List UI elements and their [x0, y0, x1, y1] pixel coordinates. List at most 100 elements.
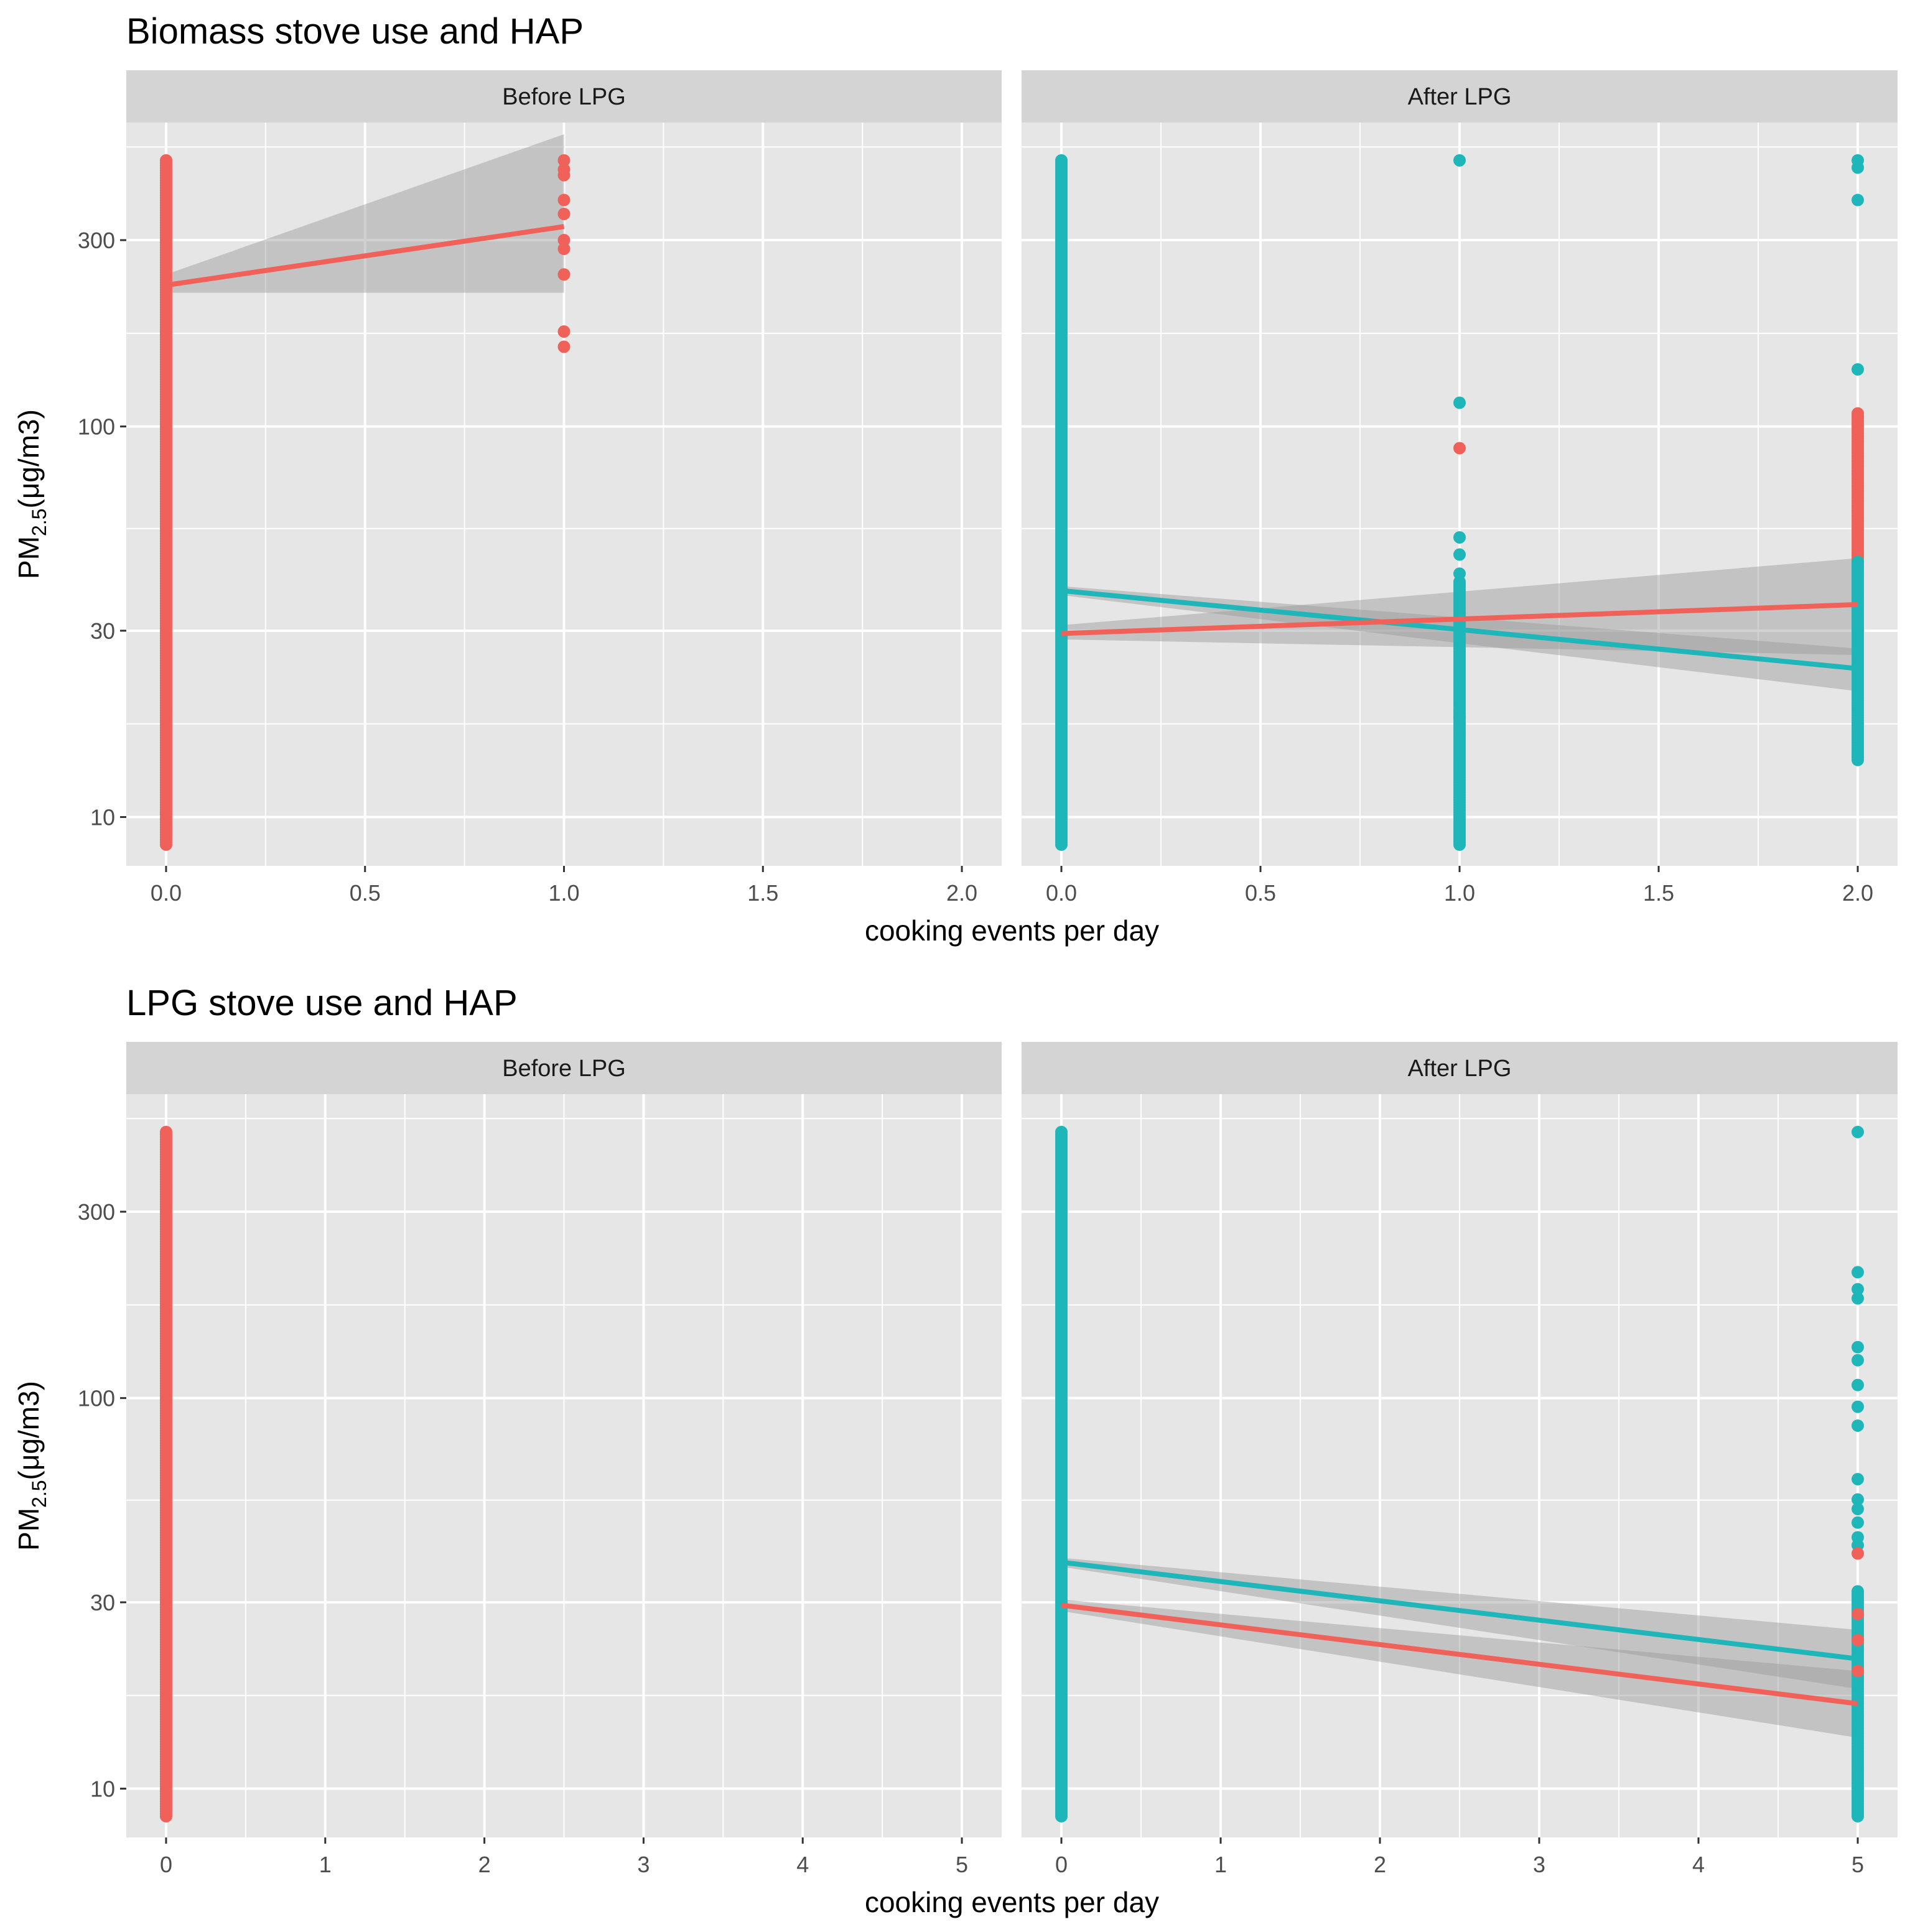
- y-axis-title-main: PM: [12, 1508, 45, 1551]
- data-point-teal: [1852, 555, 1864, 569]
- x-tick-label: 1: [1214, 1852, 1227, 1877]
- chart-title: Biomass stove use and HAP: [126, 11, 584, 52]
- data-point-teal: [1055, 154, 1068, 167]
- data-point-teal: [1852, 1472, 1864, 1485]
- y-tick-label: 100: [78, 414, 115, 440]
- data-point-red: [159, 154, 172, 167]
- x-axis-title: cooking events per day: [865, 914, 1159, 947]
- x-tick-label: 1: [319, 1852, 332, 1877]
- data-point-teal: [1453, 154, 1466, 167]
- data-point-teal: [1852, 1292, 1864, 1305]
- x-tick-label: 2: [478, 1852, 491, 1877]
- data-point-teal: [1852, 161, 1864, 174]
- x-tick-label: 1.0: [548, 880, 579, 906]
- data-point-teal: [1852, 1125, 1864, 1138]
- data-point-red: [557, 340, 571, 353]
- data-point-teal: [1453, 567, 1466, 580]
- facet-panel: Before LPG 0 1 2 3 4 5 10 30 100 300: [78, 1042, 1002, 1877]
- data-point-red: [557, 193, 571, 207]
- x-tick-label: 5: [1852, 1852, 1864, 1877]
- x-tick-label: 0.5: [1245, 880, 1276, 906]
- x-axis-title: cooking events per day: [865, 1886, 1159, 1918]
- chart-0: Biomass stove use and HAP Before LPG 0.0 0.…: [12, 11, 1898, 947]
- data-point-red: [557, 154, 571, 167]
- data-point-red: [557, 243, 571, 256]
- confidence-ribbon-teal: [1061, 1558, 1858, 1689]
- data-point-teal: [1852, 363, 1864, 376]
- y-tick-label: 30: [90, 618, 115, 644]
- data-point-teal: [1852, 1516, 1864, 1529]
- data-point-teal: [1852, 1283, 1864, 1296]
- x-tick-label: 3: [637, 1852, 650, 1877]
- x-tick-label: 2.0: [946, 880, 977, 906]
- x-tick-label: 2.0: [1842, 880, 1873, 906]
- facet-strip: [126, 70, 1002, 123]
- x-tick-label: 1.5: [747, 880, 778, 906]
- data-point-red: [557, 169, 571, 182]
- y-axis-title-main: PM: [12, 536, 45, 579]
- y-axis-title: PM2.5(μg/m3): [12, 1381, 50, 1551]
- data-point-red: [1453, 442, 1466, 455]
- y-axis-title-unit: (μg/m3): [12, 409, 45, 508]
- x-tick-label: 1.0: [1444, 880, 1475, 906]
- data-point-teal: [1852, 1354, 1864, 1367]
- data-point-red: [557, 234, 571, 247]
- fit-line-teal: [1061, 588, 1858, 671]
- data-point-teal: [1852, 1493, 1864, 1506]
- x-tick-label: 5: [956, 1852, 968, 1877]
- data-point-teal: [1453, 548, 1466, 561]
- data-point-teal: [1852, 1585, 1864, 1598]
- x-tick-label: 0.0: [151, 880, 182, 906]
- facet-panel: After LPG 0.0 0.5 1.0 1.5 2.0: [1022, 70, 1898, 906]
- y-tick-label: 30: [90, 1590, 115, 1615]
- data-point-red: [557, 268, 571, 281]
- y-tick-label: 10: [90, 1776, 115, 1802]
- data-point-teal: [1852, 1419, 1864, 1432]
- data-point-teal: [1055, 1125, 1068, 1138]
- x-tick-label: 0.5: [350, 880, 381, 906]
- facet-strip: [1022, 70, 1898, 123]
- y-tick-label: 100: [78, 1386, 115, 1411]
- facet-strip: [1022, 1042, 1898, 1094]
- confidence-ribbon-red: [165, 134, 564, 293]
- data-point-teal: [1852, 193, 1864, 207]
- data-point-teal: [1852, 1340, 1864, 1354]
- y-axis-title-subscript: 2.5: [28, 508, 50, 536]
- data-point-teal: [1453, 396, 1466, 409]
- fit-line-red: [1061, 1602, 1858, 1706]
- data-point-red: [1852, 1633, 1864, 1646]
- data-point-teal: [1852, 1266, 1864, 1279]
- y-axis-title: PM2.5(μg/m3): [12, 409, 50, 579]
- facet-strip: [126, 1042, 1002, 1094]
- x-tick-label: 2: [1374, 1852, 1386, 1877]
- fit-line-teal: [1061, 1559, 1858, 1661]
- data-point-red: [159, 1125, 172, 1138]
- data-point-teal: [1453, 531, 1466, 544]
- x-tick-label: 0.0: [1046, 880, 1077, 906]
- data-point-teal: [1852, 1502, 1864, 1515]
- data-point-teal: [1852, 1400, 1864, 1413]
- x-tick-label: 0: [1055, 1852, 1068, 1877]
- data-point-teal: [1852, 1378, 1864, 1391]
- data-point-red: [1852, 1547, 1864, 1560]
- confidence-ribbon-red: [1061, 1599, 1858, 1738]
- fit-line-red: [1061, 601, 1858, 636]
- data-point-red: [1852, 1665, 1864, 1678]
- data-point-red: [557, 325, 571, 338]
- x-tick-label: 4: [796, 1852, 809, 1877]
- x-tick-label: 4: [1692, 1852, 1705, 1877]
- fit-line-red: [165, 224, 565, 288]
- y-axis-title-subscript: 2.5: [28, 1480, 50, 1507]
- x-tick-label: 3: [1533, 1852, 1545, 1877]
- facet-strip-label: Before LPG: [502, 1056, 626, 1082]
- facet-strip-label: After LPG: [1408, 1056, 1512, 1082]
- data-point-red: [1852, 407, 1864, 420]
- facet-panel: Before LPG 0.0 0.5 1.0 1.5 2.0 10 30 100 300: [78, 70, 1002, 906]
- x-tick-label: 1.5: [1643, 880, 1674, 906]
- x-tick-label: 0: [160, 1852, 172, 1877]
- facet-strip-label: After LPG: [1408, 84, 1512, 110]
- y-tick-label: 10: [90, 805, 115, 830]
- y-tick-label: 300: [78, 1199, 115, 1225]
